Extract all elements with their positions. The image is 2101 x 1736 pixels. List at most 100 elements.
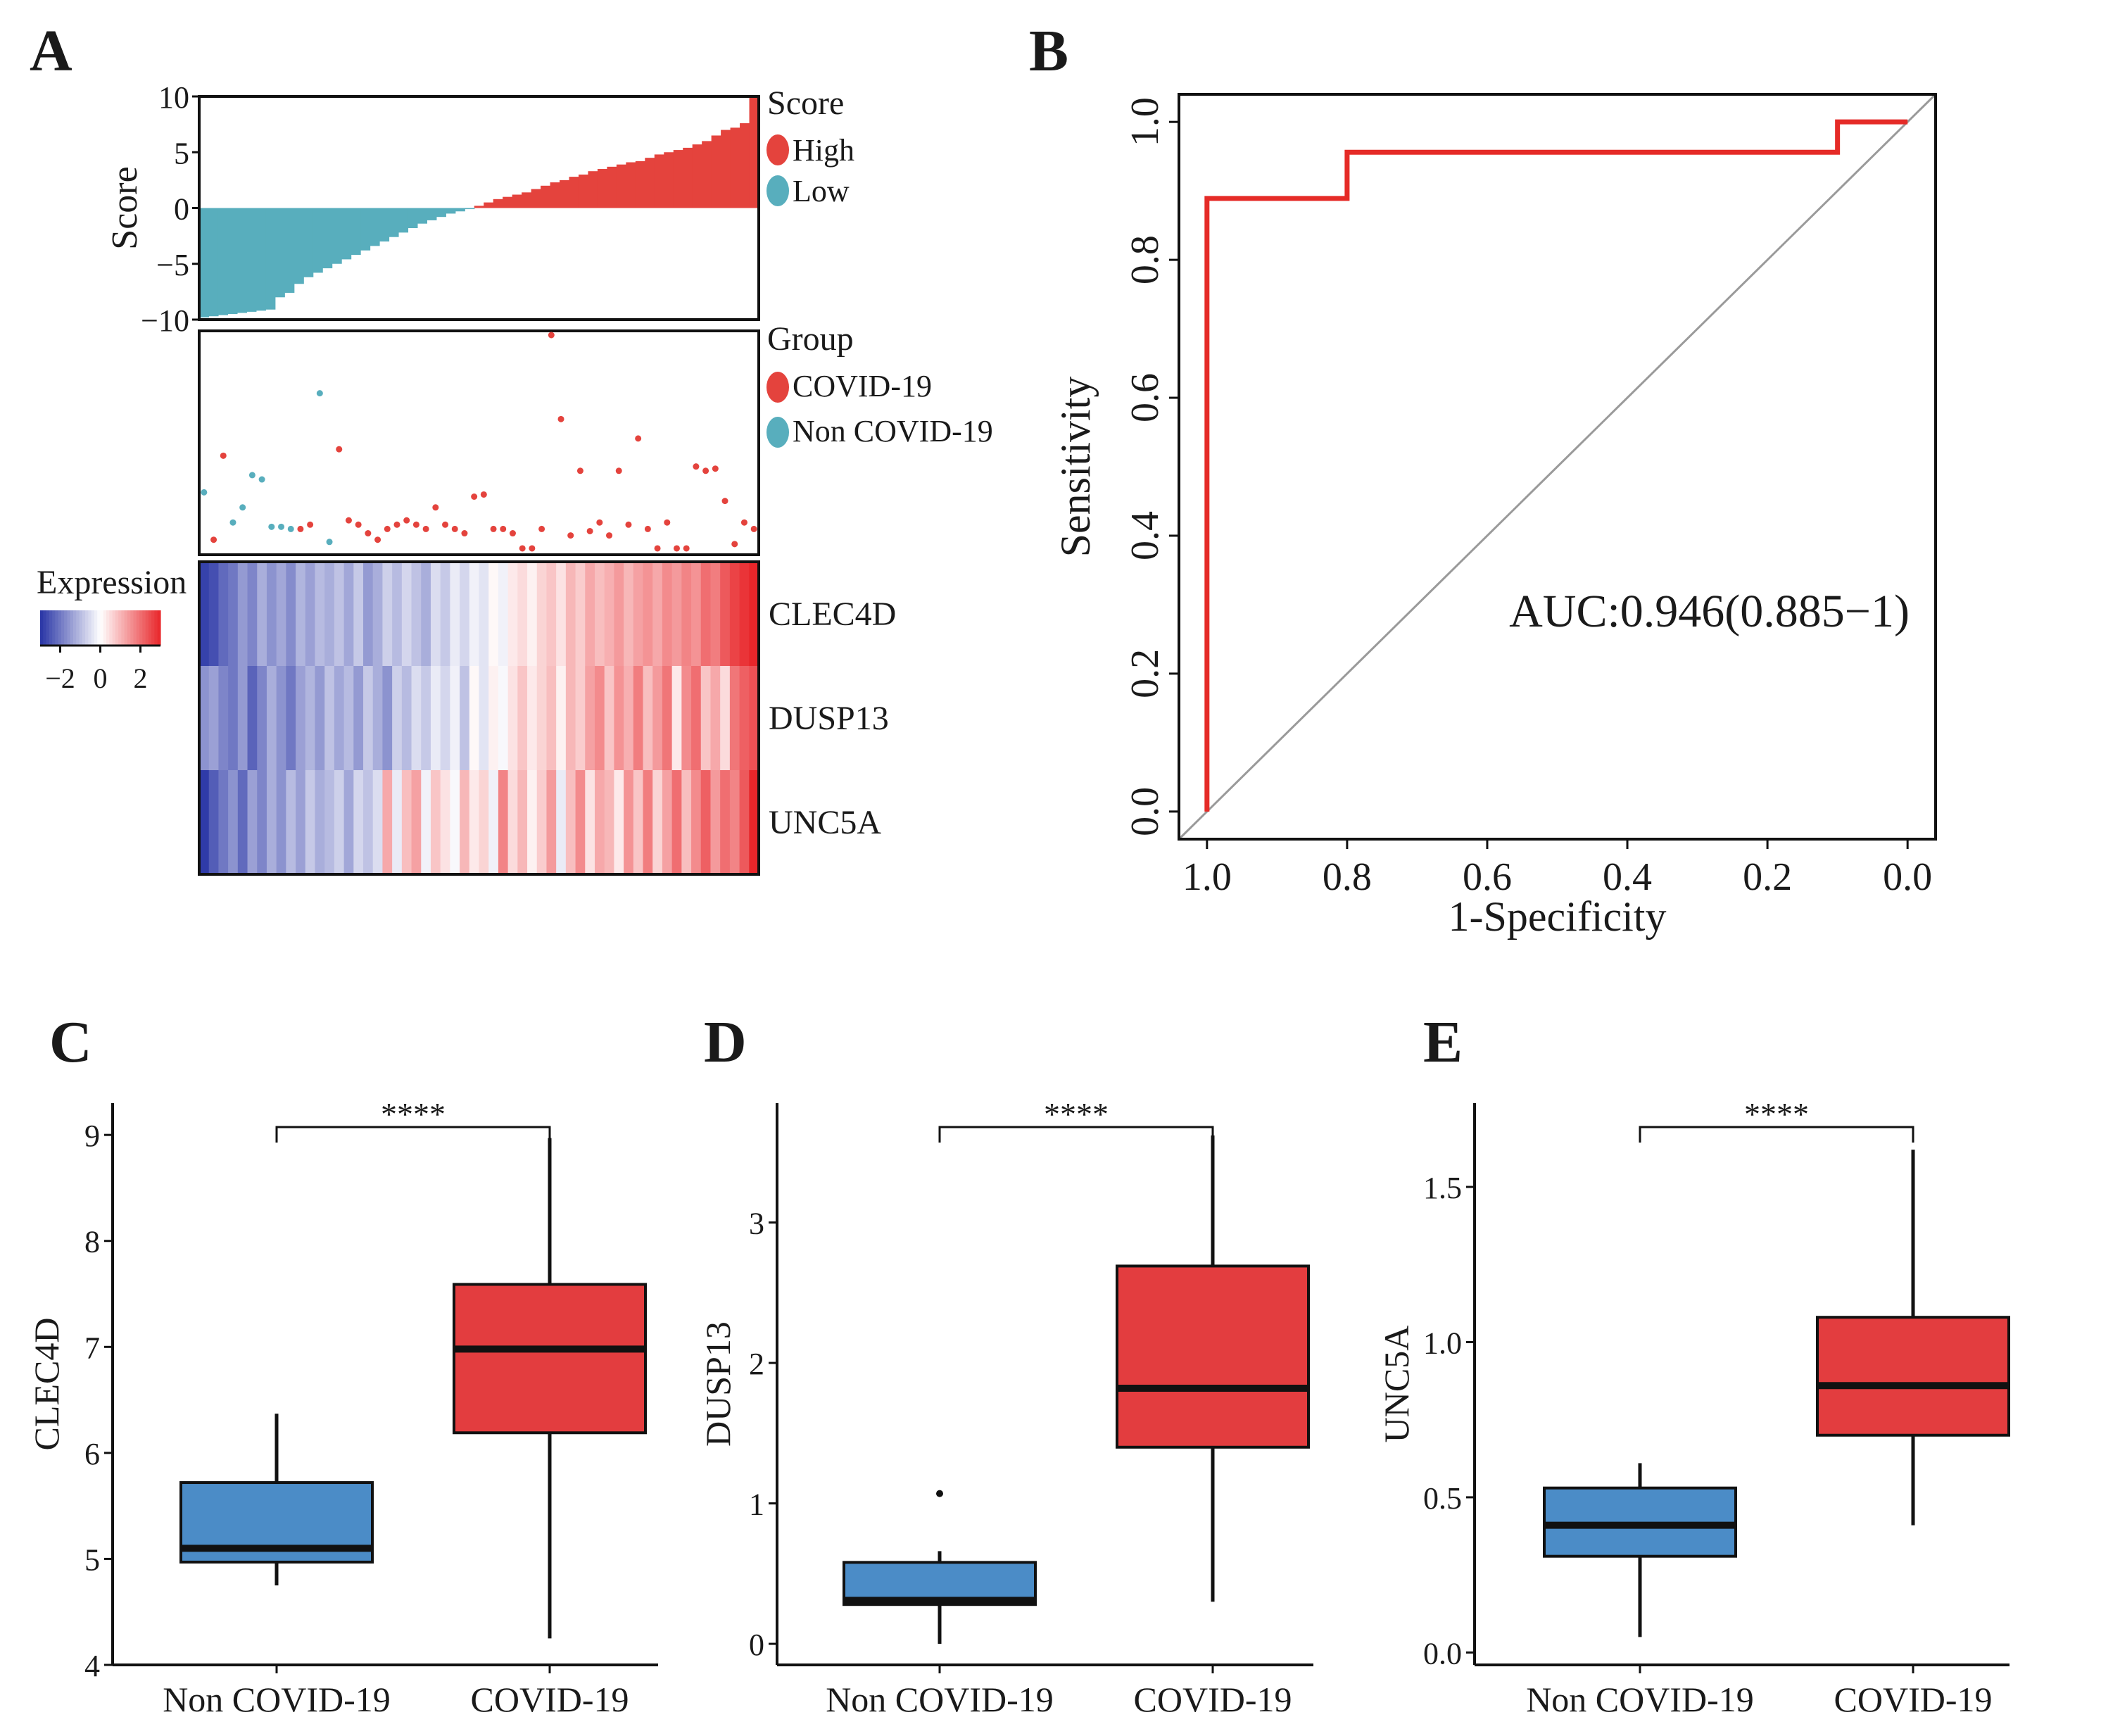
y-tick-label: 7 [84,1331,100,1365]
group-point [297,525,304,532]
colorbar-title: Expression [37,564,187,601]
heatmap-cell [546,562,557,667]
y-tick-label: 0.0 [1423,1636,1462,1671]
y-tick-label: 2 [749,1347,764,1381]
colorbar-swatch [49,610,53,646]
score-bar [389,208,399,237]
group-point [210,536,217,543]
score-bar [692,144,702,208]
y-tick-label: 1.5 [1423,1171,1462,1205]
heatmap-cell [266,666,277,771]
group-point [326,539,333,546]
heatmap-cell [276,562,286,667]
x-tick-label: 0.6 [1463,855,1512,899]
heatmap-cell [681,666,692,771]
x-tick-label: 0.8 [1323,855,1372,899]
heatmap-cell [237,666,248,771]
score-bar [569,177,579,208]
colorbar-swatch [106,610,110,646]
outlier-point [936,1490,943,1497]
y-tick-label: 6 [84,1437,100,1471]
heatmap-cell [585,770,595,875]
score-bar [607,166,617,208]
x-tick-label: COVID-19 [471,1680,629,1719]
heatmap-cell [546,770,557,875]
group-point [740,519,747,526]
y-tick-label: 0 [174,192,189,227]
score-bar [408,208,418,229]
heatmap-cell [604,562,614,667]
heatmap-cell [729,770,740,875]
heatmap-cell [575,770,586,875]
heatmap-cell [286,666,296,771]
heatmap-cell [305,562,316,667]
colorbar-tick-label: 0 [94,662,108,694]
heatmap-cell [450,770,460,875]
heatmap-cell [652,770,663,875]
heatmap-cell [710,562,721,667]
colorbar-swatch [127,610,131,646]
heatmap-cell [594,666,605,771]
heatmap-cell [382,666,393,771]
colorbar-swatch [130,610,134,646]
heatmap-cell [517,562,528,667]
heatmap-cell [671,562,682,667]
heatmap-cell [536,562,548,667]
legend-label: High [793,133,854,168]
group-point [355,521,362,528]
group-point [471,493,478,500]
x-tick-label: 0.2 [1743,855,1792,899]
score-bar [749,96,759,208]
significance-label: **** [381,1096,446,1132]
box [1816,1316,2010,1437]
heatmap-cell [671,666,682,771]
group-point [712,465,719,472]
group-point [422,525,429,532]
heatmap-cell [208,666,220,771]
score-bar [616,164,626,208]
colorbar-swatch [55,610,59,646]
heatmap-row-label: UNC5A [769,804,881,841]
group-point [201,489,208,496]
y-tick-label: 3 [749,1207,764,1241]
panel-a-group: Group COVID-19 Non COVID-19 [198,320,993,556]
group-point [635,435,642,442]
group-point [750,525,757,532]
heatmap-cell [691,562,702,667]
heatmap-cell [257,666,267,771]
heatmap-cell [479,770,489,875]
score-bar [550,182,560,208]
y-tick-label: 0.0 [1123,787,1167,836]
score-bar [711,135,721,208]
y-tick-label: 4 [84,1649,100,1683]
y-tick-label: 0.6 [1123,373,1167,422]
heatmap-cell [720,770,731,875]
score-bar [436,208,446,218]
legend-title: Score [767,84,844,122]
group-point [365,530,372,537]
heatmap-cell [411,770,422,875]
heatmap-cell [247,562,258,667]
heatmap-cell [266,770,277,875]
score-bar [522,192,532,208]
heatmap-row-label: CLEC4D [769,596,896,633]
heatmap-cell [662,666,673,771]
colorbar-swatch [157,610,161,646]
score-bar [417,208,427,224]
heatmap-cell [199,666,210,771]
score-bar [265,208,276,310]
legend-key [766,175,789,206]
colorbar-swatch [124,610,128,646]
reference-diagonal [1178,93,1937,841]
score-bar [465,208,475,210]
group-point [721,498,728,505]
heatmap-cell [498,770,509,875]
score-bar [322,208,333,269]
heatmap-cell [565,666,576,771]
heatmap-cell [363,562,374,667]
colorbar-swatch [43,610,47,646]
panel-c-boxplot: 4 5 6 7 8 9 Non COVID-19 COVID-19 **** CLEC4D [27,1096,658,1719]
heatmap-cell [363,666,374,771]
significance-label: **** [1044,1096,1109,1132]
score-bar [275,208,285,298]
